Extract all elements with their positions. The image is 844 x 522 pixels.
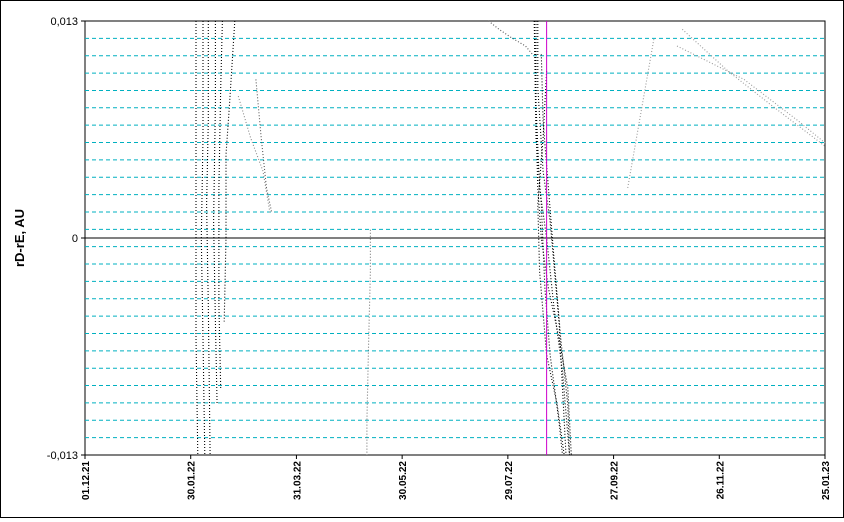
series-line-16 bbox=[681, 28, 826, 147]
series-line-12 bbox=[540, 54, 571, 456]
x-tick-label: 27.09.22 bbox=[610, 461, 621, 500]
y-axis-ticks: 0,013 0 -0,013 bbox=[47, 16, 85, 462]
x-tick-label: 29.07.22 bbox=[504, 461, 515, 500]
series-line-7 bbox=[237, 95, 271, 214]
series-line-19 bbox=[366, 229, 371, 455]
series-line-13 bbox=[537, 71, 565, 456]
x-tick-label: 31.03.22 bbox=[292, 461, 303, 500]
x-tick-label: 01.12.21 bbox=[81, 461, 92, 500]
y-tick-label: 0,013 bbox=[50, 16, 78, 28]
series-line-14 bbox=[533, 20, 564, 456]
x-tick-label: 26.11.22 bbox=[715, 461, 726, 500]
gridlines bbox=[85, 37, 825, 439]
x-tick-label: 25.01.23 bbox=[821, 461, 832, 500]
x-tick-label: 30.01.22 bbox=[187, 461, 198, 500]
series-line-18 bbox=[488, 20, 533, 55]
x-axis-ticks: 01.12.21 30.01.22 31.03.22 30.05.22 29.07.22… bbox=[81, 455, 832, 500]
series-line-3 bbox=[206, 21, 211, 456]
y-tick-label: -0,013 bbox=[47, 450, 78, 462]
y-axis-label: rD-rE, AU bbox=[12, 209, 27, 267]
y-tick-label: 0 bbox=[72, 233, 78, 245]
x-tick-label: 30.05.22 bbox=[398, 461, 409, 500]
